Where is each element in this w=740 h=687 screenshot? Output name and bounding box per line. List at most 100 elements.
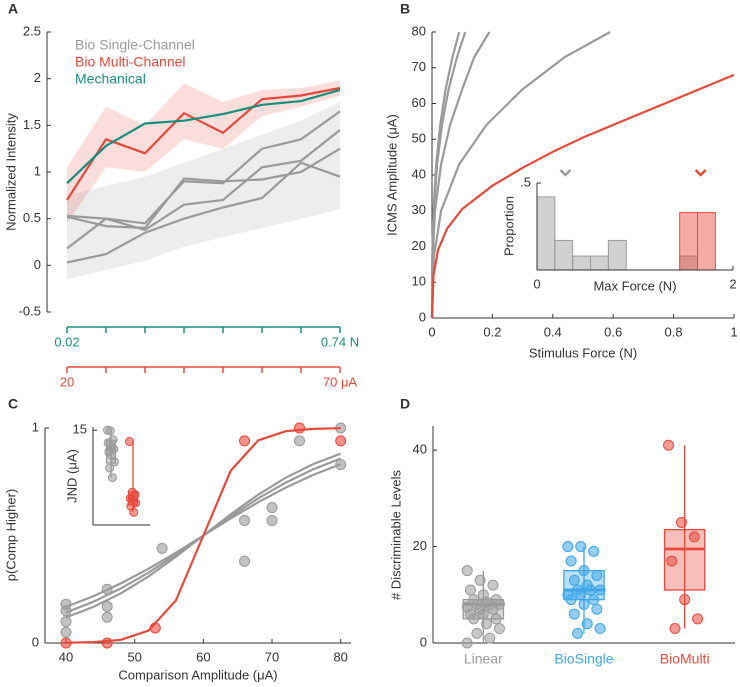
y-tick-label: 50 [412, 131, 426, 146]
data-point [578, 565, 590, 577]
data-point [591, 603, 603, 615]
data-point [60, 626, 72, 638]
data-point [568, 574, 580, 586]
hist-bar [554, 239, 574, 271]
data-point [584, 584, 596, 596]
y-tick-label: 0 [34, 257, 41, 272]
hist-bar [607, 239, 627, 271]
x-tick-label: 2 [729, 276, 736, 291]
data-point [572, 627, 584, 639]
data-point [239, 555, 251, 567]
data-point [688, 531, 700, 543]
y-axis-label: ICMS Amplitude (μA) [384, 114, 399, 236]
data-point [293, 435, 305, 447]
data-point [663, 439, 675, 451]
panel-label: C [8, 396, 18, 412]
y-tick-label: 0.5 [23, 210, 41, 225]
data-point [666, 555, 678, 567]
y-tick-label: 1 [32, 419, 39, 434]
x-tick-label: 60 [196, 649, 210, 664]
hist-bar [536, 196, 556, 271]
data-point [129, 507, 139, 517]
series-line [66, 147, 341, 230]
data-point [101, 611, 113, 623]
x-tick-label: 20 [60, 374, 74, 389]
y-tick-label: 30 [412, 202, 426, 217]
data-point [578, 598, 590, 610]
data-point [487, 603, 499, 615]
data-point [581, 618, 593, 630]
y-tick-label: -0.5 [19, 303, 41, 318]
data-point [588, 594, 600, 606]
data-point [692, 613, 704, 625]
data-point [591, 569, 603, 581]
y-tick-label: 2 [34, 70, 41, 85]
data-point [293, 422, 305, 434]
y-tick-label: 40 [413, 442, 427, 457]
y-tick-label: 1 [34, 163, 41, 178]
x-tick-label: 1 [730, 324, 737, 339]
data-point [110, 457, 120, 467]
y-tick-label: 80 [412, 23, 426, 38]
hist-bar [697, 212, 716, 271]
x-tick-label: 0.8 [665, 324, 683, 339]
y-tick-label: 0 [419, 309, 426, 324]
x-tick-label: 0.6 [604, 324, 622, 339]
data-point [562, 541, 574, 553]
data-point [101, 600, 113, 612]
legend-entry: Bio Multi-Channel [75, 54, 186, 70]
x-axis-label: Max Force (N) [593, 278, 676, 293]
hist-bar [572, 255, 592, 271]
y-axis-label: Normalized Intensity [3, 113, 18, 231]
data-point [471, 627, 483, 639]
data-point [481, 618, 493, 630]
x-tick-label: 0.4 [544, 324, 562, 339]
x-tick-label: 0 [428, 324, 435, 339]
data-point [474, 574, 486, 586]
data-point [239, 514, 251, 526]
series-line [430, 31, 611, 319]
data-point [565, 594, 577, 606]
panel-label: B [400, 1, 410, 17]
y-tick-label: 0 [32, 634, 39, 649]
y-tick-label: 20 [412, 238, 426, 253]
panel-label: A [8, 1, 18, 17]
x-tick-label: 0 [533, 276, 540, 291]
y-tick-label: 70 [412, 59, 426, 74]
hist-bar [590, 255, 609, 271]
data-point [565, 555, 577, 567]
data-point [568, 608, 580, 620]
data-point [468, 613, 480, 625]
y-tick-label: 15 [73, 422, 87, 437]
mean-marker [559, 169, 572, 177]
x-tick-label: 40 [59, 649, 73, 664]
y-tick-label: 10 [412, 274, 426, 289]
x-tick-label: Linear [464, 651, 503, 667]
data-point [335, 435, 347, 447]
y-tick-label: 20 [413, 538, 427, 553]
series-line [66, 110, 341, 250]
y-tick-label: 2.5 [23, 23, 41, 38]
data-point [675, 516, 687, 528]
data-point [594, 623, 606, 635]
series-line [430, 73, 735, 319]
x-tick-label: BioMulti [660, 651, 710, 667]
x-axis-label: Comparison Amplitude (μA) [118, 667, 277, 682]
data-point [594, 584, 606, 596]
series-line [66, 161, 341, 264]
data-point [575, 541, 587, 553]
data-point [266, 502, 278, 514]
y-axis-label: Proportion [501, 196, 516, 256]
x-tick-label: 0.2 [483, 324, 501, 339]
data-point [105, 426, 115, 436]
legend-entry: Mechanical [75, 71, 146, 87]
data-point [464, 584, 476, 596]
data-point [60, 616, 72, 627]
y-axis-label: JND (μA) [64, 449, 79, 503]
y-tick-label: 1.5 [23, 117, 41, 132]
legend-entry: Bio Single-Channel [75, 37, 195, 53]
x-tick-label: 50 [127, 649, 141, 664]
series-line [66, 88, 341, 184]
